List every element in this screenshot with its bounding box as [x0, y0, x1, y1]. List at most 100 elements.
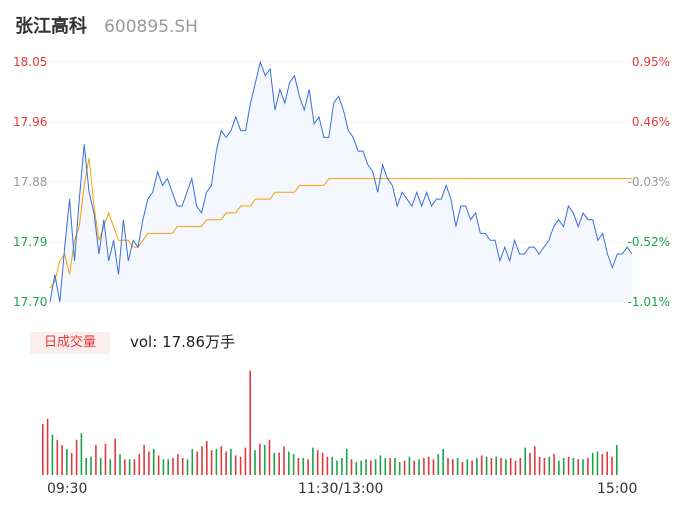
volume-bar [447, 458, 449, 475]
volume-bar [398, 462, 401, 475]
volume-bar [543, 458, 546, 475]
volume-bar [529, 452, 531, 475]
volume-bar [234, 455, 237, 475]
volume-bar [427, 456, 430, 475]
volume-bar [259, 443, 261, 475]
volume-bar [138, 454, 141, 475]
volume-bar [201, 446, 203, 475]
volume-bar [186, 459, 189, 475]
volume-bar [307, 459, 309, 475]
percent-tick-label: -0.03% [627, 175, 670, 189]
volume-bar [292, 454, 295, 475]
time-tick-label: 11:30/13:00 [298, 481, 384, 497]
volume-bar [360, 460, 362, 475]
volume-bar [500, 458, 502, 475]
volume-bar [124, 459, 126, 475]
volume-bar [119, 454, 121, 475]
volume-bar [370, 460, 372, 475]
volume-bar [596, 451, 599, 475]
volume-bar [51, 434, 54, 475]
volume-bar [109, 459, 112, 475]
volume-bar [442, 448, 444, 475]
volume-bar [239, 456, 242, 475]
volume-bar [461, 462, 464, 475]
time-tick-label: 09:30 [47, 481, 88, 497]
price-area [50, 62, 632, 302]
volume-bars [42, 370, 618, 475]
volume-bar [80, 433, 83, 475]
volume-bar [384, 458, 387, 475]
volume-bar [485, 456, 488, 475]
volume-bar [152, 448, 155, 475]
volume-bar [56, 439, 59, 475]
volume-bar [587, 458, 589, 475]
volume-bar [423, 458, 425, 475]
percent-tick-label: 0.95% [631, 55, 670, 69]
volume-bar [206, 441, 208, 475]
volume-bar [611, 456, 613, 475]
volume-bar [46, 418, 49, 475]
volume-bar [70, 452, 73, 475]
volume-bar [143, 445, 145, 475]
stock-header: 张江高科 600895.SH [15, 12, 198, 40]
volume-bar [476, 458, 478, 475]
average-price-line [49, 157, 632, 289]
volume-bar [66, 448, 68, 475]
volume-bar [104, 443, 107, 475]
volume-bar [548, 456, 551, 475]
volume-bar [230, 448, 232, 475]
volume-bar [321, 452, 324, 475]
volume-bar [413, 460, 415, 475]
stock-name: 张江高科 [15, 16, 87, 37]
volume-bar [408, 456, 411, 475]
volume-bar [331, 456, 333, 475]
volume-bar [42, 424, 44, 475]
volume-bar [172, 458, 174, 475]
volume-bar [114, 438, 116, 475]
volume-bar [278, 452, 280, 475]
volume-bar [215, 448, 218, 475]
percent-tick-label: -1.01% [627, 295, 670, 309]
daily-volume-tab[interactable]: 日成交量 [30, 332, 110, 354]
volume-bar [389, 458, 391, 475]
price-tick-label: 18.05 [13, 55, 48, 69]
volume-bar [181, 458, 184, 475]
volume-bar [558, 460, 560, 475]
volume-bar [374, 459, 377, 475]
volume-bar [244, 447, 247, 475]
volume-bar [128, 459, 131, 475]
volume-bar [538, 456, 541, 475]
volume-bar [61, 445, 63, 475]
volume-bar [220, 446, 223, 475]
volume-bar [336, 460, 338, 475]
volume-bar [480, 455, 483, 475]
price-tick-label: 17.96 [13, 115, 48, 129]
time-tick-label: 15:00 [597, 481, 638, 497]
volume-bar [505, 459, 507, 475]
volume-bar [191, 448, 194, 475]
volume-bar [601, 454, 604, 475]
volume-bar [582, 459, 584, 475]
volume-bar [254, 450, 256, 475]
volume-bar [490, 458, 493, 475]
volume-bar [210, 450, 213, 475]
volume-bar [345, 448, 348, 475]
price-tick-label: 17.79 [13, 235, 48, 249]
volume-bar [394, 458, 396, 475]
volume-bar [133, 459, 136, 475]
volume-bar [452, 459, 454, 475]
volume-bar [249, 370, 251, 475]
volume-bar [524, 447, 526, 475]
volume-bar [90, 456, 92, 475]
volume-bar [196, 451, 198, 475]
volume-bar [157, 455, 160, 475]
volume-bar [312, 447, 314, 475]
stock-code: 600895.SH [104, 17, 198, 37]
volume-bar [471, 460, 473, 475]
volume-bar [297, 458, 300, 475]
volume-bar [162, 459, 165, 475]
volume-bar [466, 459, 469, 475]
price-line [49, 60, 633, 303]
volume-bar [85, 458, 87, 475]
